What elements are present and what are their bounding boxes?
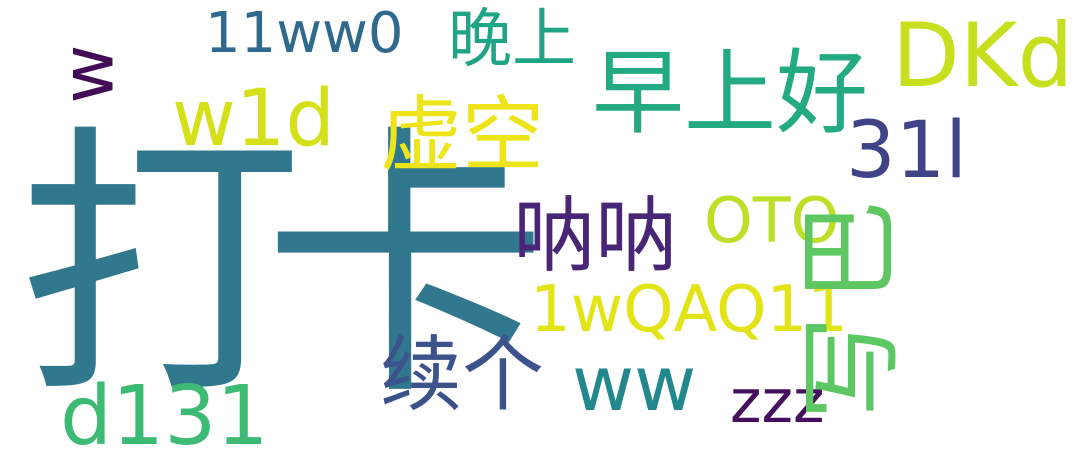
word-xie-rotated: 写 bbox=[791, 315, 914, 421]
word-d131: d131 bbox=[60, 369, 269, 464]
word-xuge: 续个 bbox=[380, 328, 545, 423]
word-ww: ww bbox=[572, 339, 697, 428]
word-w-rotated: w bbox=[45, 44, 130, 104]
word-31l: 31l bbox=[846, 106, 967, 196]
word-dkd: DKd bbox=[892, 4, 1074, 107]
word-daka: 打卡 bbox=[18, 102, 548, 434]
word-1wqaq11: 1wQAQ11 bbox=[530, 273, 848, 347]
word-zzz: zzz bbox=[730, 367, 825, 437]
word-11ww0: 11ww0 bbox=[205, 1, 404, 66]
word-oto: OTO bbox=[704, 184, 840, 257]
word-zaoshanghao: 早上好 bbox=[592, 40, 869, 147]
word-wanshang: 晚上 bbox=[448, 3, 576, 77]
word-xukong: 虚空 bbox=[380, 88, 545, 183]
word-ba-rotated: 巴 bbox=[791, 200, 910, 302]
word-w1d: w1d bbox=[172, 74, 335, 164]
word-nana: 呐呐 bbox=[513, 189, 678, 284]
